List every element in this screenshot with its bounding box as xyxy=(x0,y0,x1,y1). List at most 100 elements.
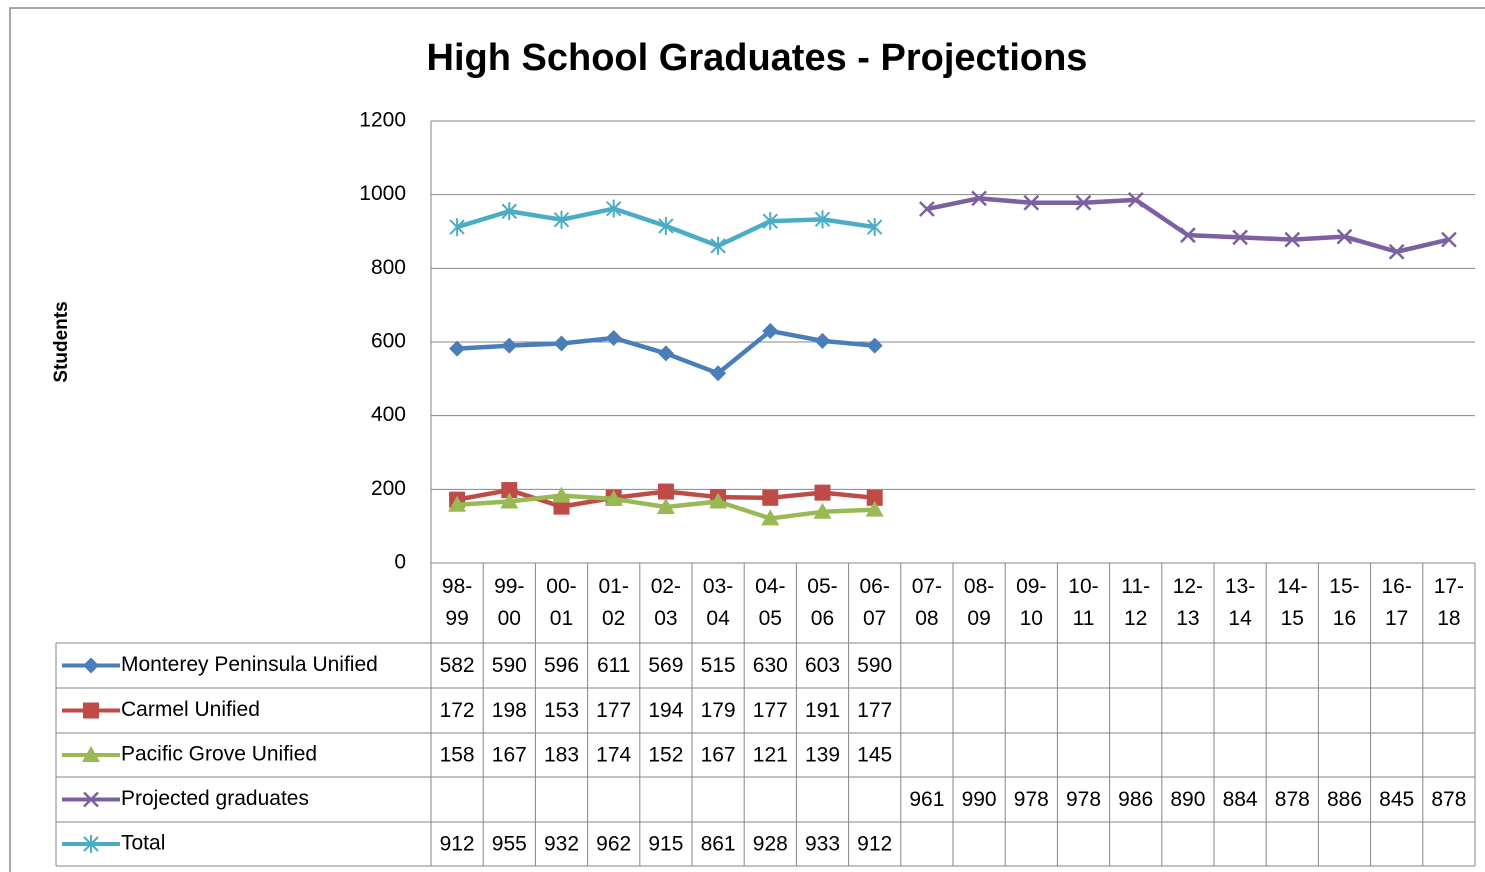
x-tick-label-box: 05-06 xyxy=(807,575,838,630)
marker xyxy=(1284,231,1301,248)
table-value: 845 xyxy=(1379,788,1414,811)
marker xyxy=(553,498,570,515)
marker xyxy=(656,498,675,515)
table-value: 978 xyxy=(1014,788,1049,811)
table-value: 961 xyxy=(909,788,944,811)
chart-frame xyxy=(9,7,1485,872)
x-tick-label: 99-00 xyxy=(494,575,525,630)
x-tick-label-box: 07-08 xyxy=(911,575,943,630)
marker xyxy=(814,332,831,349)
marker xyxy=(1180,227,1196,244)
marker xyxy=(1075,194,1092,211)
x-tick-label: 10-11 xyxy=(1068,575,1099,630)
marker xyxy=(865,500,884,517)
table-value: 962 xyxy=(596,833,631,856)
table-value: 986 xyxy=(1118,788,1153,811)
marker xyxy=(605,329,622,346)
marker xyxy=(710,236,726,255)
table-value: 172 xyxy=(440,699,475,722)
marker xyxy=(553,335,570,352)
table-value: 145 xyxy=(857,744,892,767)
x-tick-label: 16-17 xyxy=(1381,575,1412,630)
x-tick-label-box: 13-14 xyxy=(1225,575,1255,630)
table-value: 515 xyxy=(701,654,736,677)
marker xyxy=(449,340,466,357)
table-value: 915 xyxy=(648,833,683,856)
table-value: 933 xyxy=(805,833,840,856)
marker xyxy=(604,489,623,506)
x-tick-label-box: 17-18 xyxy=(1433,575,1465,630)
marker xyxy=(657,345,674,362)
table-value: 596 xyxy=(544,654,579,677)
y-axis-label: Students xyxy=(51,301,72,382)
x-tick-label: 00-01 xyxy=(546,575,577,630)
table-value: 890 xyxy=(1170,788,1205,811)
x-tick-label: 01-02 xyxy=(598,575,629,630)
marker xyxy=(762,489,779,506)
marker xyxy=(866,489,883,506)
table-value: 590 xyxy=(492,654,527,677)
x-tick-label: 11-12 xyxy=(1121,575,1151,630)
table-value: 932 xyxy=(544,833,579,856)
marker xyxy=(82,746,100,762)
table-value: 884 xyxy=(1223,788,1258,811)
table-value: 886 xyxy=(1327,788,1362,811)
table-value: 139 xyxy=(805,744,840,767)
marker xyxy=(710,365,727,382)
table-value: 582 xyxy=(440,654,475,677)
x-tick-label: 14-15 xyxy=(1277,575,1308,630)
marker xyxy=(553,210,570,229)
x-tick-label: 15-16 xyxy=(1329,575,1360,630)
marker xyxy=(83,791,99,808)
x-tick-label-box: 02-03 xyxy=(651,575,681,630)
table-value: 167 xyxy=(492,744,527,767)
table-value: 183 xyxy=(544,744,579,767)
marker xyxy=(501,202,518,221)
table-value: 174 xyxy=(596,744,631,767)
marker xyxy=(500,492,519,509)
x-tick-label-box: 15-16 xyxy=(1329,575,1360,630)
marker xyxy=(501,482,518,499)
y-tick-label: 400 xyxy=(371,403,406,426)
x-tick-label: 04-05 xyxy=(755,575,786,630)
table-value: 630 xyxy=(753,654,788,677)
table-value: 198 xyxy=(492,699,527,722)
table-value: 121 xyxy=(753,744,788,767)
x-tick-label: 05-06 xyxy=(807,575,838,630)
marker xyxy=(1127,191,1144,208)
legend-label: Projected graduates xyxy=(121,787,309,810)
marker xyxy=(866,218,883,237)
legend-label: Total xyxy=(121,832,165,855)
legend-label: Monterey Peninsula Unified xyxy=(121,653,378,676)
x-tick-label-box: 06-07 xyxy=(859,575,890,630)
x-tick-label: 98-99 xyxy=(441,575,473,630)
table-value: 153 xyxy=(544,699,579,722)
x-tick-label-box: 00-01 xyxy=(546,575,577,630)
y-tick-label: 600 xyxy=(371,330,406,353)
x-tick-label: 07-08 xyxy=(911,575,943,630)
marker xyxy=(449,218,465,237)
marker xyxy=(971,190,987,207)
x-tick-label: 06-07 xyxy=(859,575,890,630)
y-tick-label: 0 xyxy=(394,551,406,574)
table-value: 912 xyxy=(440,833,475,856)
x-tick-label-box: 09-10 xyxy=(1016,575,1046,630)
chart-title: High School Graduates - Projections xyxy=(427,37,1088,79)
x-tick-label-box: 01-02 xyxy=(598,575,629,630)
marker xyxy=(813,502,832,519)
y-tick-label: 800 xyxy=(371,256,406,279)
table-value: 167 xyxy=(701,744,736,767)
marker xyxy=(605,199,622,218)
marker xyxy=(866,337,883,354)
marker xyxy=(814,210,831,229)
marker xyxy=(1232,229,1248,246)
x-tick-label: 17-18 xyxy=(1433,575,1465,630)
table-value: 152 xyxy=(648,744,683,767)
table-value: 177 xyxy=(857,699,892,722)
marker xyxy=(448,495,467,512)
marker xyxy=(83,657,99,674)
table-value: 990 xyxy=(962,788,997,811)
marker xyxy=(657,483,674,500)
legend-label: Carmel Unified xyxy=(121,698,260,721)
marker xyxy=(709,492,728,509)
